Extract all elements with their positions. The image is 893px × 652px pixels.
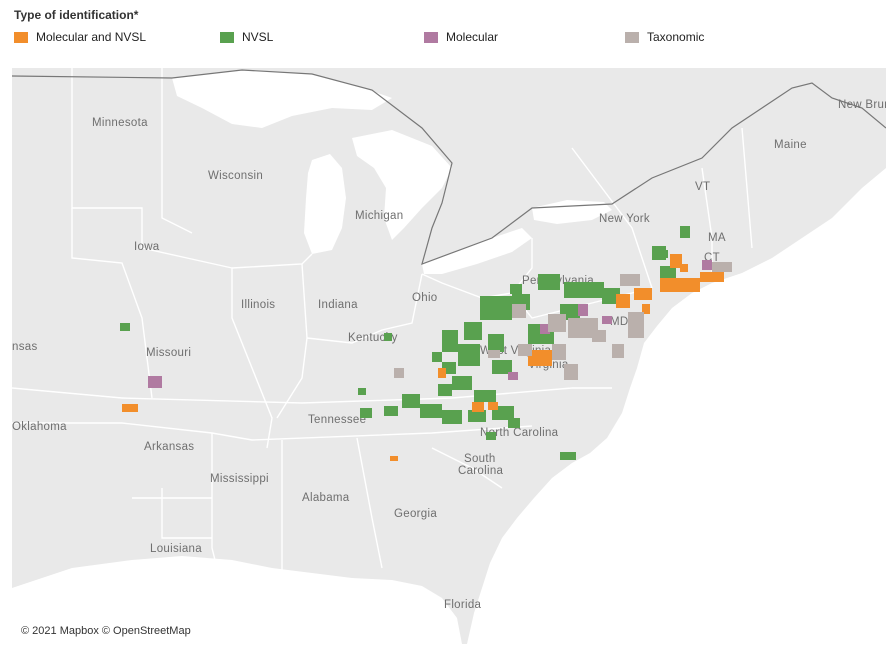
swatch-green — [220, 31, 234, 43]
label-south-carolina-1: South — [464, 453, 496, 465]
gulf-of-mexico — [12, 556, 462, 644]
map-canvas: Minnesota Wisconsin Michigan Iowa Illino… — [12, 68, 886, 644]
label-arkansas: Arkansas — [144, 441, 194, 453]
lake-michigan — [304, 154, 346, 254]
molecular-counties — [148, 260, 712, 388]
label-md: MD — [610, 316, 629, 328]
legend: Type of identification* Molecular and NV… — [14, 8, 874, 54]
label-alabama: Alabama — [302, 492, 350, 504]
county-markers — [120, 226, 732, 461]
label-vt: VT — [695, 181, 710, 193]
label-kansas: nsas — [12, 341, 38, 353]
legend-item-taxonomic[interactable]: Taxonomic — [625, 30, 704, 44]
map-view[interactable]: Minnesota Wisconsin Michigan Iowa Illino… — [12, 68, 886, 644]
label-tennessee: Tennessee — [308, 414, 366, 426]
label-wisconsin: Wisconsin — [208, 170, 263, 182]
map-attribution[interactable]: © 2021 Mapbox © OpenStreetMap — [18, 624, 194, 638]
legend-label: Molecular and NVSL — [36, 30, 147, 44]
label-ohio: Ohio — [412, 292, 438, 304]
label-new-york: New York — [599, 213, 650, 225]
swatch-gray — [625, 31, 639, 43]
label-missouri: Missouri — [146, 347, 191, 359]
lake-huron — [352, 130, 452, 240]
legend-label: Molecular — [446, 30, 499, 44]
label-minnesota: Minnesota — [92, 117, 148, 129]
label-indiana: Indiana — [318, 299, 358, 311]
label-maine: Maine — [774, 139, 807, 151]
label-ma: MA — [708, 232, 726, 244]
label-north-carolina: North Carolina — [480, 427, 559, 439]
legend-title: Type of identification* — [14, 8, 139, 22]
legend-item-molecular-nvsl[interactable]: Molecular and NVSL — [14, 30, 146, 44]
label-michigan: Michigan — [355, 210, 403, 222]
taxonomic-counties — [394, 262, 732, 380]
legend-label: NVSL — [242, 30, 274, 44]
label-louisiana: Louisiana — [150, 543, 202, 555]
legend-label: Taxonomic — [647, 30, 705, 44]
label-georgia: Georgia — [394, 508, 437, 520]
label-mississippi: Mississippi — [210, 473, 269, 485]
legend-item-molecular[interactable]: Molecular — [424, 30, 498, 44]
swatch-purple — [424, 31, 438, 43]
label-new-brunswick: New Brunswick — [838, 99, 886, 111]
lake-superior — [172, 70, 392, 128]
lake-erie — [422, 228, 532, 274]
state-borders — [12, 68, 753, 589]
molecular-nvsl-counties — [122, 254, 724, 461]
label-oklahoma: Oklahoma — [12, 421, 67, 433]
legend-item-nvsl[interactable]: NVSL — [220, 30, 273, 44]
label-iowa: Iowa — [134, 241, 160, 253]
label-illinois: Illinois — [241, 299, 275, 311]
lake-ontario — [532, 200, 612, 224]
nvsl-counties — [120, 226, 690, 460]
swatch-orange — [14, 31, 28, 43]
label-florida: Florida — [444, 599, 482, 611]
atlantic-ocean — [467, 168, 886, 644]
label-south-carolina-2: Carolina — [458, 465, 504, 477]
canada-border — [12, 69, 886, 265]
